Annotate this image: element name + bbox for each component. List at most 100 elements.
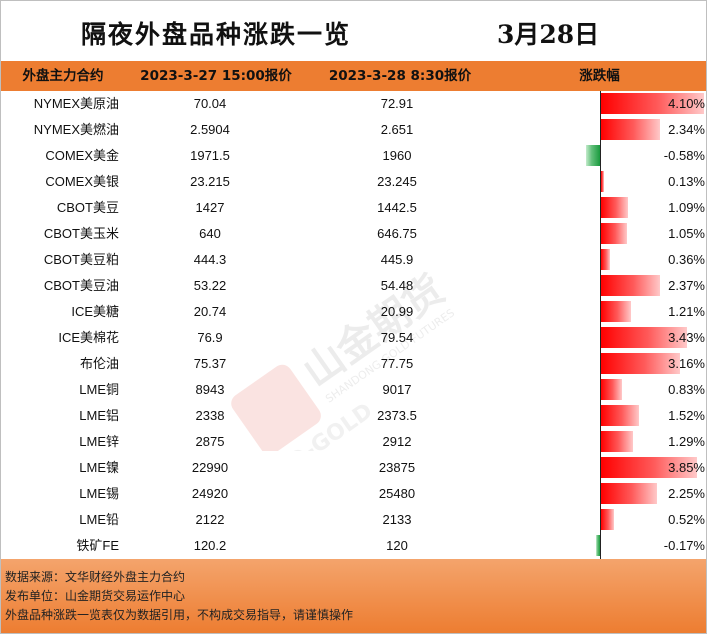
price-now: 2373.5 xyxy=(377,408,417,423)
footer: 数据来源：文华财经外盘主力合约 发布单位：山金期货交易运作中心 外盘品种涨跌一览… xyxy=(1,559,706,633)
change-bar xyxy=(601,405,639,426)
contract-name: CBOT美豆油 xyxy=(43,278,119,293)
table-row: LME铅 2122 2133 0.52% xyxy=(1,507,706,533)
contract-name: CBOT美豆粕 xyxy=(43,252,119,267)
price-now: 23.245 xyxy=(377,174,417,189)
price-prev: 23.215 xyxy=(190,174,230,189)
table-row: LME锡 24920 25480 2.25% xyxy=(1,481,706,507)
change-percent: 2.34% xyxy=(668,122,705,137)
price-prev: 2875 xyxy=(195,434,225,449)
price-now: 20.99 xyxy=(380,304,414,319)
price-prev: 70.04 xyxy=(193,96,227,111)
contract-name: 布伦油 xyxy=(79,356,119,371)
price-prev: 2338 xyxy=(195,408,225,423)
contract-name: 铁矿FE xyxy=(76,538,119,553)
change-percent: 0.13% xyxy=(668,174,705,189)
price-prev: 640 xyxy=(199,226,221,241)
table-row: ICE美棉花 76.9 79.54 3.43% xyxy=(1,325,706,351)
table-row: LME铝 2338 2373.5 1.52% xyxy=(1,403,706,429)
price-prev: 20.74 xyxy=(193,304,227,319)
table-row: CBOT美豆粕 444.3 445.9 0.36% xyxy=(1,247,706,273)
change-percent: 0.36% xyxy=(668,252,705,267)
contract-name: LME铝 xyxy=(79,408,119,423)
change-percent: 1.09% xyxy=(668,200,705,215)
contract-name: COMEX美金 xyxy=(45,148,119,163)
contract-name: LME锌 xyxy=(79,434,119,449)
table-header: 外盘主力合约 2023-3-27 15:00报价 2023-3-28 8:30报… xyxy=(1,61,706,91)
contract-name: LME铜 xyxy=(79,382,119,397)
footer-publisher: 发布单位：山金期货交易运作中心 xyxy=(5,589,186,603)
price-prev: 53.22 xyxy=(193,278,227,293)
change-bar xyxy=(601,275,661,296)
price-now: 2912 xyxy=(382,434,412,449)
price-prev: 24920 xyxy=(191,486,229,501)
price-now: 9017 xyxy=(382,382,412,397)
price-prev: 2122 xyxy=(195,512,225,527)
contract-name: LME锡 xyxy=(79,486,119,501)
change-percent: 2.25% xyxy=(668,486,705,501)
price-now: 646.75 xyxy=(377,226,417,241)
price-prev: 1427 xyxy=(195,200,225,215)
price-prev: 2.5904 xyxy=(190,122,230,137)
footer-disclaimer: 外盘品种涨跌一览表仅为数据引用，不构成交易指导，请谨慎操作 xyxy=(5,608,354,622)
change-percent: 4.10% xyxy=(668,96,705,111)
footer-source: 数据来源：文华财经外盘主力合约 xyxy=(5,570,186,584)
change-bar xyxy=(601,509,614,530)
contract-name: COMEX美银 xyxy=(45,174,119,189)
change-bar xyxy=(601,327,687,348)
price-now: 77.75 xyxy=(380,356,414,371)
change-bar xyxy=(601,119,660,140)
header-price1: 2023-3-27 15:00报价 xyxy=(140,68,292,84)
change-percent: 1.05% xyxy=(668,226,705,241)
change-bar xyxy=(601,431,634,452)
contract-name: ICE美棉花 xyxy=(58,330,119,345)
change-percent: 0.52% xyxy=(668,512,705,527)
change-percent: 1.21% xyxy=(668,304,705,319)
change-percent: 2.37% xyxy=(668,278,705,293)
price-now: 1960 xyxy=(382,148,412,163)
change-percent: 3.85% xyxy=(668,460,705,475)
table-row: COMEX美金 1971.5 1960 -0.58% xyxy=(1,143,706,169)
price-prev: 120.2 xyxy=(193,538,227,553)
change-bar xyxy=(601,301,632,322)
price-now: 23875 xyxy=(378,460,416,475)
header-change: 涨跌幅 xyxy=(579,68,620,84)
title-bar: 隔夜外盘品种涨跌一览 3月28日 xyxy=(1,1,706,61)
price-prev: 76.9 xyxy=(197,330,223,345)
date-label: 3月28日 xyxy=(497,20,600,49)
table-row: CBOT美玉米 640 646.75 1.05% xyxy=(1,221,706,247)
change-bar xyxy=(585,145,600,166)
price-prev: 1971.5 xyxy=(190,148,230,163)
change-percent: 3.43% xyxy=(668,330,705,345)
price-now: 2.651 xyxy=(380,122,414,137)
change-bar xyxy=(601,457,698,478)
contract-name: LME铅 xyxy=(79,512,119,527)
table-row: CBOT美豆油 53.22 54.48 2.37% xyxy=(1,273,706,299)
change-bar xyxy=(601,197,629,218)
change-bar xyxy=(601,353,680,374)
table-row: ICE美糖 20.74 20.99 1.21% xyxy=(1,299,706,325)
contract-name: ICE美糖 xyxy=(71,304,119,319)
table-row: 铁矿FE 120.2 120 -0.17% xyxy=(1,533,706,559)
price-now: 79.54 xyxy=(380,330,414,345)
price-now: 1442.5 xyxy=(377,200,417,215)
table-row: LME锌 2875 2912 1.29% xyxy=(1,429,706,455)
change-percent: 3.16% xyxy=(668,356,705,371)
contract-name: NYMEX美原油 xyxy=(33,96,119,111)
page-title: 隔夜外盘品种涨跌一览 xyxy=(81,20,352,49)
change-bar xyxy=(601,93,704,114)
change-bar xyxy=(601,171,605,192)
header-name: 外盘主力合约 xyxy=(22,68,104,84)
table-row: COMEX美银 23.215 23.245 0.13% xyxy=(1,169,706,195)
change-bar xyxy=(601,483,658,504)
price-now: 120 xyxy=(386,538,408,553)
price-now: 25480 xyxy=(378,486,416,501)
price-prev: 75.37 xyxy=(193,356,227,371)
table-row: 布伦油 75.37 77.75 3.16% xyxy=(1,351,706,377)
table-row: LME铜 8943 9017 0.83% xyxy=(1,377,706,403)
change-bar xyxy=(595,535,600,556)
price-now: 72.91 xyxy=(380,96,414,111)
table-row: LME镍 22990 23875 3.85% xyxy=(1,455,706,481)
change-percent: 1.52% xyxy=(668,408,705,423)
